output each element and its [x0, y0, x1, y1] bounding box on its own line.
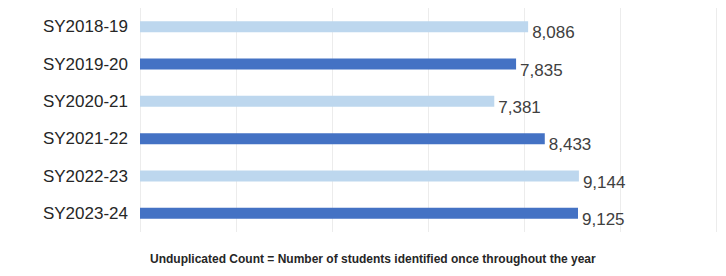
svg-text:SY2023-24: SY2023-24	[43, 204, 128, 223]
svg-text:SY2018-19: SY2018-19	[43, 17, 128, 36]
svg-text:SY2019-20: SY2019-20	[43, 55, 128, 74]
svg-text:8,433: 8,433	[549, 135, 592, 154]
svg-text:9,144: 9,144	[583, 173, 626, 192]
svg-text:SY2022-23: SY2022-23	[43, 167, 128, 186]
svg-text:7,835: 7,835	[520, 61, 563, 80]
svg-text:9,125: 9,125	[582, 210, 625, 229]
svg-text:8,086: 8,086	[532, 23, 575, 42]
svg-text:Unduplicated Count = Number of: Unduplicated Count = Number of students …	[150, 252, 596, 266]
svg-text:SY2021-22: SY2021-22	[43, 129, 128, 148]
svg-text:SY2020-21: SY2020-21	[43, 92, 128, 111]
svg-text:7,381: 7,381	[498, 98, 541, 117]
